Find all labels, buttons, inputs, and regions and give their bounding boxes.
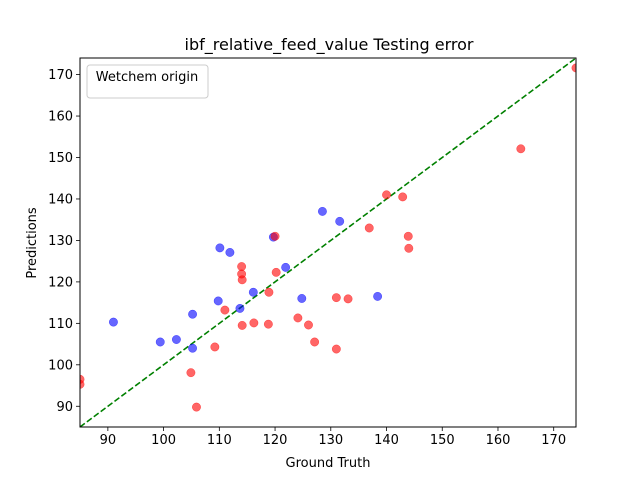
- data-point: [331, 293, 341, 303]
- data-point: [331, 344, 341, 354]
- data-point: [225, 248, 235, 257]
- legend: Wetchem origin: [86, 64, 209, 99]
- data-point: [248, 287, 258, 297]
- y-tick-label: 100: [48, 358, 73, 373]
- x-tick-label: 160: [486, 433, 511, 448]
- y-axis-label: Predictions: [25, 207, 40, 279]
- data-point: [237, 320, 247, 330]
- data-point: [188, 343, 198, 353]
- data-point: [237, 262, 247, 271]
- plot-layer: [80, 58, 576, 427]
- data-point: [404, 243, 414, 253]
- x-tick-label: 150: [430, 433, 455, 448]
- data-point: [220, 305, 230, 315]
- y-tick-label: 110: [48, 317, 73, 332]
- data-point: [249, 318, 259, 328]
- y-tick-label: 140: [48, 192, 73, 207]
- axes-frame: [79, 57, 577, 428]
- data-point: [304, 320, 313, 330]
- data-point: [237, 275, 247, 285]
- data-point: [155, 337, 165, 347]
- data-point: [293, 313, 303, 323]
- data-point: [297, 294, 307, 303]
- data-point: [382, 190, 391, 200]
- data-point: [186, 368, 196, 378]
- data-point: [213, 296, 223, 306]
- data-point: [210, 342, 220, 352]
- y-tick-label: 170: [48, 68, 73, 83]
- data-point: [281, 262, 291, 272]
- y-tick-label: 160: [48, 110, 73, 125]
- legend-title: Wetchem origin: [96, 70, 198, 85]
- x-tick-label: 140: [374, 433, 399, 448]
- ticks-layer: 90 100 110 120 130 140 150 160 170 90 100 110 120 130…: [48, 68, 566, 448]
- x-axis-label: Ground Truth: [286, 456, 371, 471]
- y-tick-label: 130: [48, 234, 73, 249]
- y-tick-label: 150: [48, 151, 73, 166]
- data-point: [264, 287, 274, 297]
- data-point: [403, 231, 413, 241]
- data-point: [343, 294, 353, 304]
- data-point: [108, 317, 118, 327]
- data-point: [310, 337, 320, 347]
- y-tick-label: 90: [56, 400, 73, 415]
- data-point: [188, 309, 198, 319]
- data-point: [317, 206, 327, 216]
- data-point: [271, 267, 281, 277]
- data-point: [192, 402, 201, 412]
- data-point: [516, 144, 526, 154]
- x-tick-label: 130: [318, 433, 343, 448]
- data-point: [270, 231, 280, 241]
- data-point: [171, 335, 181, 344]
- data-point: [263, 319, 273, 329]
- x-tick-label: 110: [207, 433, 232, 448]
- x-tick-label: 120: [263, 433, 288, 448]
- data-point: [215, 243, 225, 253]
- x-tick-label: 170: [541, 433, 566, 448]
- y-tick-label: 120: [48, 275, 73, 290]
- legend-box: [86, 64, 209, 99]
- x-tick-label: 90: [100, 433, 117, 448]
- chart-title: ibf_relative_feed_value Testing error: [185, 35, 474, 55]
- data-point: [398, 192, 408, 202]
- data-point: [364, 223, 374, 233]
- x-tick-label: 100: [151, 433, 176, 448]
- data-point: [335, 216, 345, 226]
- data-point: [235, 303, 245, 313]
- data-point: [373, 291, 383, 301]
